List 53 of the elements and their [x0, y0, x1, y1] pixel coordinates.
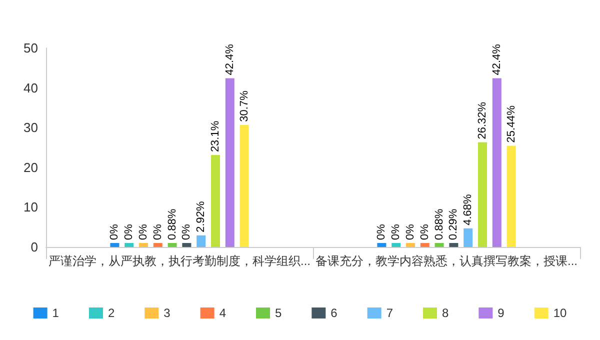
data-label: 0%	[376, 224, 388, 240]
bar	[240, 124, 249, 247]
data-label: 42.4%	[490, 44, 503, 76]
y-tick-label: 40	[24, 80, 38, 96]
data-label: 0%	[152, 224, 164, 240]
bar	[492, 78, 502, 247]
bar	[211, 155, 220, 247]
legend-label: 10	[553, 306, 568, 320]
data-label: 4.68%	[462, 194, 474, 226]
legend-label: 7	[386, 306, 394, 320]
data-label: 0%	[418, 224, 431, 240]
bar	[406, 243, 415, 247]
x-tick-label: 备课充分，教学内容熟悉，认真撰写教案，授课...	[315, 254, 578, 268]
bar	[420, 243, 430, 247]
bar	[110, 243, 120, 247]
legend-label: 3	[164, 306, 171, 320]
legend-label: 2	[108, 306, 115, 320]
bar	[449, 243, 458, 247]
data-label: 0.88%	[166, 208, 178, 240]
legend-label: 4	[219, 306, 226, 320]
data-label: 0%	[108, 224, 121, 240]
y-tick-label: 10	[24, 200, 38, 215]
legend-label: 9	[498, 306, 505, 320]
y-tick-label: 20	[24, 160, 38, 175]
data-label: 30.7%	[238, 90, 250, 122]
data-label: 0%	[404, 224, 416, 240]
data-label: 0%	[180, 224, 193, 240]
data-label: 25.44%	[505, 105, 518, 143]
data-label: 42.4%	[224, 44, 236, 76]
data-label: 0%	[138, 224, 150, 240]
bar	[392, 243, 401, 247]
legend-label: 8	[442, 306, 450, 320]
bar	[506, 146, 516, 247]
bar	[124, 243, 134, 247]
y-tick-label: 50	[24, 40, 38, 56]
bar	[377, 243, 386, 247]
legend-label: 6	[330, 306, 338, 320]
data-label: 0%	[390, 224, 402, 240]
legend-label: 1	[52, 306, 60, 320]
data-label: 0.88%	[433, 208, 446, 240]
bar	[139, 243, 148, 247]
bar	[478, 142, 487, 247]
data-label: 0.29%	[448, 208, 460, 240]
y-tick-label: 30	[24, 120, 38, 136]
legend-label: 5	[274, 306, 282, 320]
data-label: 0%	[123, 224, 136, 240]
y-tick-label: 0	[30, 240, 38, 254]
data-label: 23.1%	[210, 120, 222, 152]
data-label: 2.92%	[195, 200, 208, 232]
x-tick-label: 严谨治学，从严执教，执行考勤制度，科学组织...	[48, 254, 311, 268]
bar	[225, 78, 234, 247]
data-label: 26.32%	[476, 102, 488, 140]
bar	[153, 243, 162, 247]
